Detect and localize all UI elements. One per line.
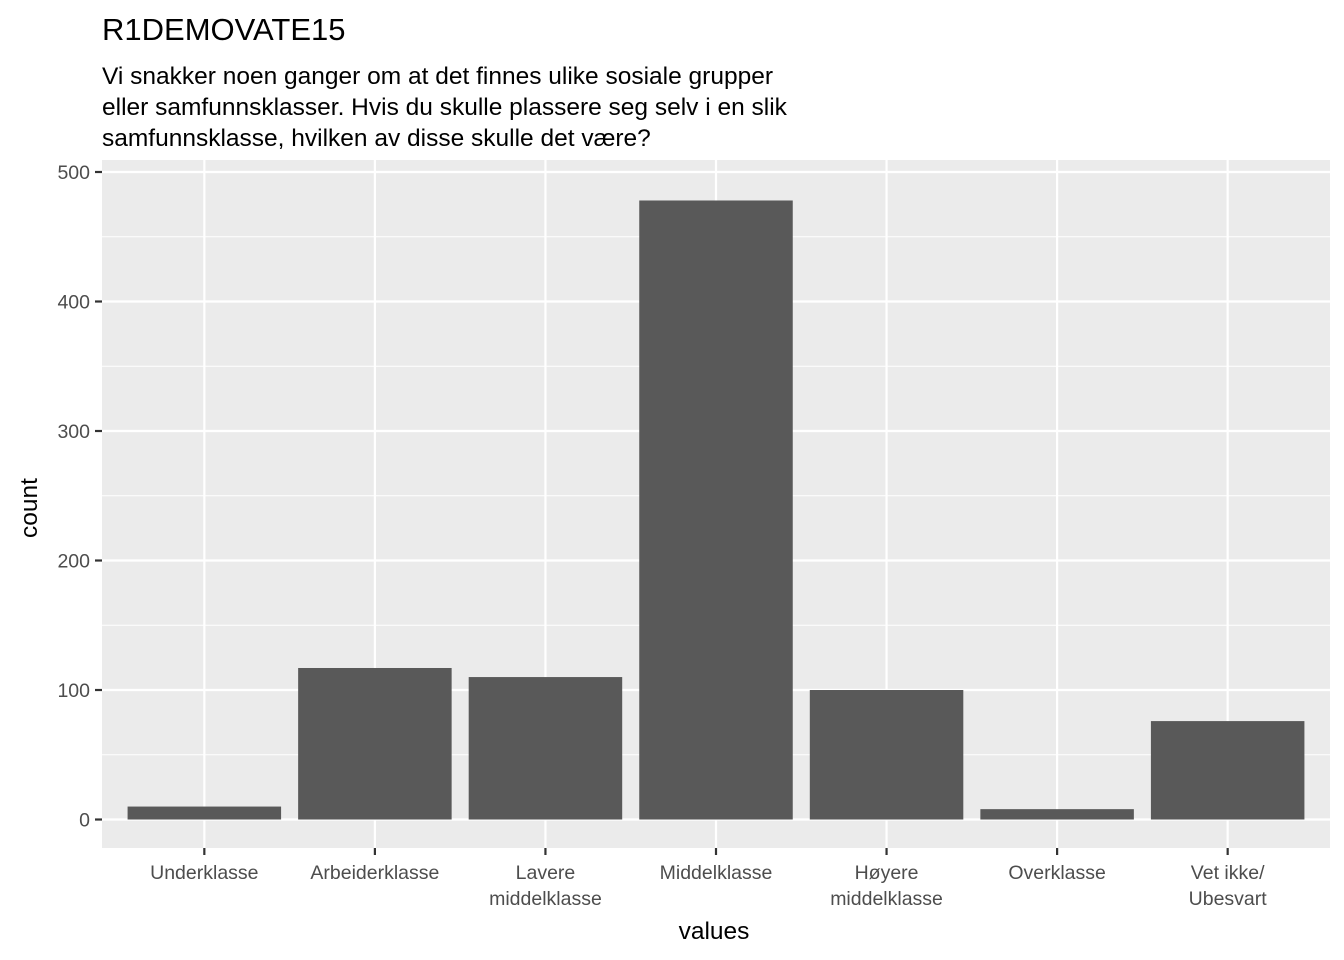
bar — [127, 806, 282, 820]
y-tick-label: 300 — [57, 421, 90, 443]
x-tick-label: Vet ikke/Ubesvart — [1189, 862, 1268, 910]
y-axis-title: count — [16, 478, 43, 538]
y-tick-label: 0 — [79, 810, 90, 832]
chart-title: R1DEMOVATE15 — [102, 12, 345, 47]
y-tick-label: 500 — [57, 162, 90, 184]
bar — [639, 200, 793, 820]
y-tick-label: 400 — [57, 292, 90, 314]
x-tick-label: Middelklasse — [660, 862, 773, 884]
x-tick-label: Lavere middelklasse — [489, 862, 602, 910]
chart-subtitle-line-3: samfunnsklasse, hvilken av disse skulle … — [102, 125, 651, 152]
bar — [298, 667, 452, 820]
chart-subtitle-line-1: Vi snakker noen ganger om at det finnes … — [102, 63, 773, 90]
x-axis: Underklasse Arbeiderklasse Lavere middelkla… — [150, 848, 1267, 910]
x-tick-label: Arbeiderklasse — [310, 862, 439, 884]
bar — [809, 690, 964, 820]
x-tick-label: Underklasse — [150, 862, 258, 884]
bar — [468, 677, 623, 820]
y-tick-label: 100 — [57, 680, 90, 702]
x-tick-label: Overklasse — [1008, 862, 1106, 884]
bar — [980, 809, 1134, 820]
x-axis-title: values — [679, 918, 750, 945]
y-tick-label: 200 — [57, 551, 90, 573]
y-axis: 0 100 200 300 400 500 — [57, 162, 102, 832]
bars — [127, 200, 1305, 820]
chart-subtitle-line-2: eller samfunnsklasser. Hvis du skulle pl… — [102, 94, 788, 121]
x-tick-label: Høyere middelklasse — [830, 862, 943, 910]
bar — [1150, 721, 1305, 820]
